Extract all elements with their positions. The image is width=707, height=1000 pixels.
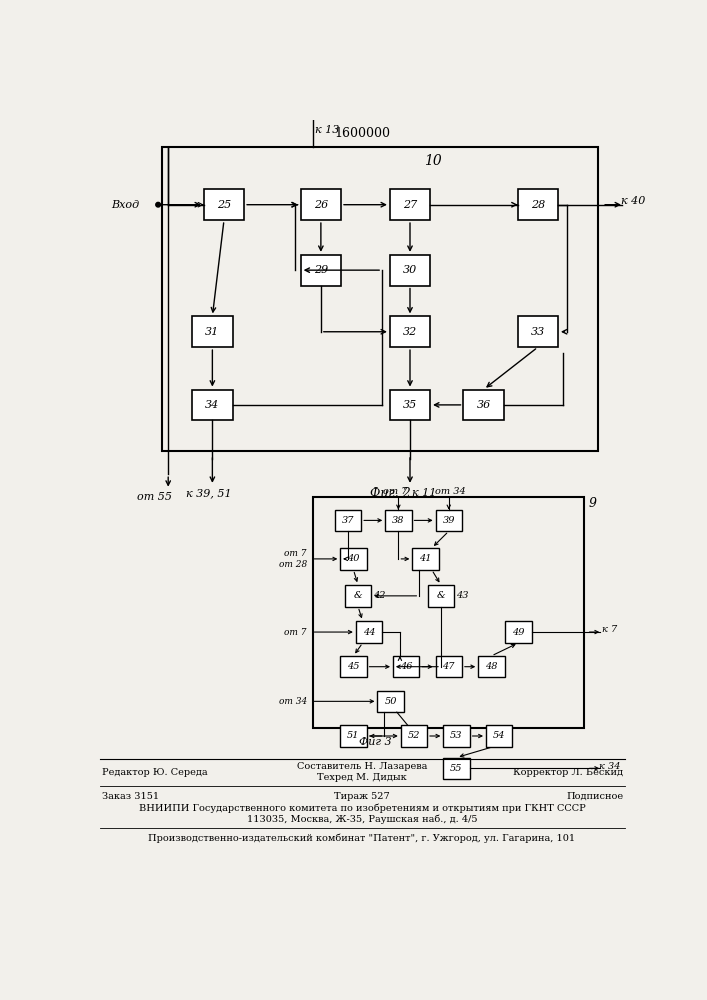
Text: &: & bbox=[437, 591, 445, 600]
Text: от 55: от 55 bbox=[136, 492, 172, 502]
Bar bbox=[300, 189, 341, 220]
Text: 37: 37 bbox=[341, 516, 354, 525]
Text: 26: 26 bbox=[314, 200, 328, 210]
Bar bbox=[313, 497, 585, 728]
Bar bbox=[390, 389, 430, 420]
Text: 47: 47 bbox=[443, 662, 455, 671]
Bar bbox=[162, 147, 598, 451]
Bar bbox=[345, 585, 371, 607]
Text: 45: 45 bbox=[347, 662, 360, 671]
Bar bbox=[378, 691, 404, 712]
Text: к 40: к 40 bbox=[621, 196, 645, 206]
Bar bbox=[393, 656, 419, 677]
Bar bbox=[464, 389, 504, 420]
Bar bbox=[385, 510, 411, 531]
Text: 55: 55 bbox=[450, 764, 463, 773]
Text: Заказ 3151: Заказ 3151 bbox=[103, 792, 160, 801]
Text: 39: 39 bbox=[443, 516, 455, 525]
Text: 49: 49 bbox=[513, 628, 525, 637]
Text: от 34: от 34 bbox=[279, 697, 307, 706]
Bar bbox=[390, 189, 430, 220]
Text: &: & bbox=[354, 591, 363, 600]
Text: 42: 42 bbox=[373, 591, 385, 600]
Text: 40: 40 bbox=[347, 554, 360, 563]
Bar bbox=[518, 316, 558, 347]
Text: Тираж 527: Тираж 527 bbox=[334, 792, 390, 801]
Bar bbox=[340, 548, 367, 570]
Text: 48: 48 bbox=[485, 662, 498, 671]
Bar bbox=[428, 585, 454, 607]
Text: Составитель Н. Лазарева: Составитель Н. Лазарева bbox=[297, 762, 427, 771]
Text: 43: 43 bbox=[456, 591, 468, 600]
Bar bbox=[356, 621, 382, 643]
Text: 38: 38 bbox=[392, 516, 404, 525]
Bar bbox=[192, 389, 233, 420]
Text: Производственно-издательский комбинат "Патент", г. Ужгород, ул. Гагарина, 101: Производственно-издательский комбинат "П… bbox=[148, 834, 575, 843]
Text: к 13: к 13 bbox=[315, 125, 339, 135]
Bar bbox=[478, 656, 505, 677]
Bar bbox=[300, 255, 341, 286]
Text: Корректор Л. Бескид: Корректор Л. Бескид bbox=[513, 768, 623, 777]
Text: от 7: от 7 bbox=[284, 549, 307, 558]
Text: от 7: от 7 bbox=[383, 487, 407, 496]
Text: 31: 31 bbox=[205, 327, 219, 337]
Text: 50: 50 bbox=[385, 697, 397, 706]
Bar bbox=[340, 656, 367, 677]
Text: 1600000: 1600000 bbox=[334, 127, 390, 140]
Text: Фиг 3: Фиг 3 bbox=[359, 737, 392, 747]
Text: к 11: к 11 bbox=[411, 488, 436, 498]
Bar bbox=[486, 725, 513, 747]
Text: Фиг. 2: Фиг. 2 bbox=[370, 487, 411, 500]
Text: 30: 30 bbox=[403, 265, 417, 275]
Text: 28: 28 bbox=[531, 200, 545, 210]
Bar bbox=[412, 548, 438, 570]
Text: ВНИИПИ Государственного комитета по изобретениям и открытиям при ГКНТ СССР: ВНИИПИ Государственного комитета по изоб… bbox=[139, 804, 585, 813]
Text: 25: 25 bbox=[217, 200, 231, 210]
Text: 52: 52 bbox=[408, 732, 420, 740]
Bar bbox=[443, 725, 469, 747]
Bar bbox=[340, 725, 367, 747]
Text: к 39, 51: к 39, 51 bbox=[186, 488, 231, 498]
Text: 41: 41 bbox=[419, 554, 432, 563]
Text: 35: 35 bbox=[403, 400, 417, 410]
Bar bbox=[401, 725, 427, 747]
Bar bbox=[443, 758, 469, 779]
Bar bbox=[506, 621, 532, 643]
Text: 33: 33 bbox=[531, 327, 545, 337]
Bar bbox=[192, 316, 233, 347]
Bar bbox=[518, 189, 558, 220]
Bar bbox=[436, 656, 462, 677]
Text: к 7: к 7 bbox=[602, 625, 617, 634]
Text: 32: 32 bbox=[403, 327, 417, 337]
Text: 34: 34 bbox=[205, 400, 219, 410]
Text: 10: 10 bbox=[423, 154, 441, 168]
Text: Подписное: Подписное bbox=[566, 792, 623, 801]
Text: 29: 29 bbox=[314, 265, 328, 275]
Bar bbox=[436, 510, 462, 531]
Text: от 34: от 34 bbox=[435, 487, 466, 496]
Text: от 7: от 7 bbox=[284, 628, 307, 637]
Text: 51: 51 bbox=[347, 732, 360, 740]
Text: от 28: от 28 bbox=[279, 560, 307, 569]
Text: 54: 54 bbox=[493, 732, 506, 740]
Text: 113035, Москва, Ж-35, Раушская наб., д. 4/5: 113035, Москва, Ж-35, Раушская наб., д. … bbox=[247, 814, 477, 824]
Bar bbox=[390, 316, 430, 347]
Text: 44: 44 bbox=[363, 628, 375, 637]
Bar bbox=[204, 189, 244, 220]
Text: 9: 9 bbox=[588, 497, 596, 510]
Text: Редактор Ю. Середа: Редактор Ю. Середа bbox=[103, 768, 208, 777]
Bar bbox=[390, 255, 430, 286]
Text: 46: 46 bbox=[400, 662, 412, 671]
Text: 27: 27 bbox=[403, 200, 417, 210]
Text: 53: 53 bbox=[450, 732, 463, 740]
Text: Вход: Вход bbox=[112, 200, 140, 210]
Circle shape bbox=[156, 202, 160, 207]
Text: 36: 36 bbox=[477, 400, 491, 410]
Text: Техред М. Дидык: Техред М. Дидык bbox=[317, 773, 407, 782]
Text: к 34: к 34 bbox=[600, 762, 621, 771]
Bar bbox=[335, 510, 361, 531]
